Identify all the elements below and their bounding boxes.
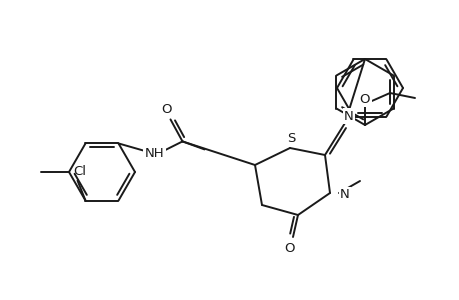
- Text: S: S: [286, 133, 295, 146]
- Text: O: O: [284, 242, 295, 256]
- Text: N: N: [339, 188, 349, 202]
- Text: O: O: [359, 92, 369, 106]
- Text: Cl: Cl: [73, 165, 86, 178]
- Text: O: O: [161, 103, 171, 116]
- Text: NH: NH: [145, 147, 164, 160]
- Text: N: N: [343, 110, 353, 122]
